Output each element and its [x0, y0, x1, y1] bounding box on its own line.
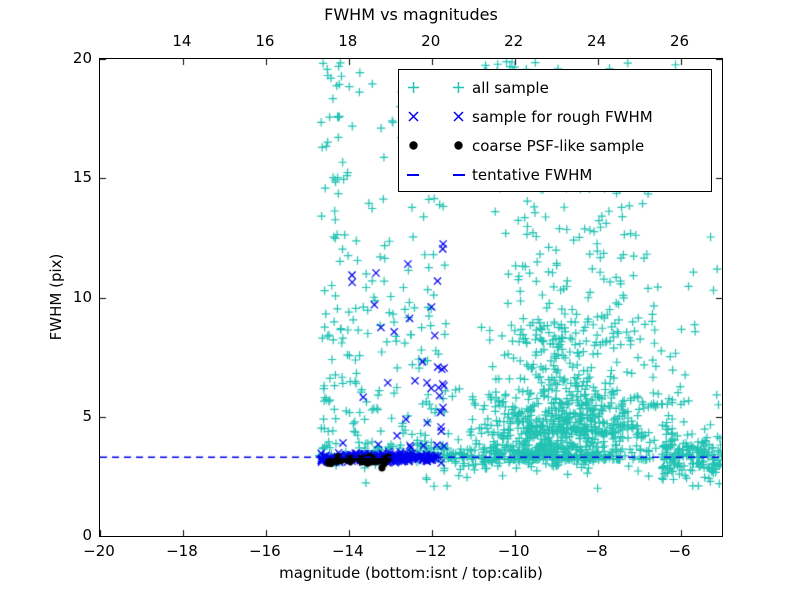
- x-bottom-tick-label: −10: [497, 542, 530, 560]
- legend-label: coarse PSF-like sample: [472, 136, 645, 155]
- plot-title: FWHM vs magnitudes: [324, 5, 498, 24]
- plus-marker-icon: [407, 81, 465, 94]
- x-top-tick-label: 16: [255, 32, 275, 50]
- x-bottom-tick-label: −8: [585, 542, 608, 560]
- legend-item-tentative-fwhm: tentative FWHM: [399, 160, 711, 189]
- y-tick-label: 5: [82, 406, 92, 425]
- legend-item-rough-fwhm: sample for rough FWHM: [399, 102, 711, 131]
- legend-label: sample for rough FWHM: [472, 107, 653, 126]
- x-marker-icon: [407, 110, 465, 123]
- x-top-tick-label: 26: [669, 32, 690, 50]
- x-top-tick-label: 14: [172, 32, 192, 50]
- x-top-tick-label: 20: [421, 32, 441, 50]
- x-bottom-tick-label: −12: [414, 542, 447, 560]
- legend-item-all-sample: all sample: [399, 73, 711, 102]
- x-axis-label: magnitude (bottom:isnt / top:calib): [279, 564, 543, 582]
- y-tick-label: 10: [72, 287, 92, 306]
- x-bottom-tick-label: −18: [166, 542, 198, 560]
- x-bottom-tick-label: −6: [668, 542, 691, 560]
- legend-label: tentative FWHM: [472, 165, 593, 184]
- x-top-tick-label: 18: [338, 32, 358, 50]
- y-tick-label: 20: [72, 49, 92, 67]
- y-tick-label: 0: [82, 526, 92, 544]
- x-top-tick-label: 22: [504, 32, 524, 50]
- legend-item-psf-sample: coarse PSF-like sample: [399, 131, 711, 160]
- x-top-tick-label: 24: [587, 32, 607, 50]
- x-bottom-tick-label: −20: [83, 542, 115, 560]
- dashed-line-icon: [407, 173, 465, 176]
- x-bottom-tick-label: −16: [249, 542, 281, 560]
- y-tick-label: 15: [72, 168, 92, 187]
- dot-marker-icon: [407, 139, 465, 152]
- legend-label: all sample: [472, 78, 549, 97]
- legend-box: all sample sample for rough FWHM coarse …: [398, 69, 712, 192]
- x-bottom-tick-label: −14: [331, 542, 364, 560]
